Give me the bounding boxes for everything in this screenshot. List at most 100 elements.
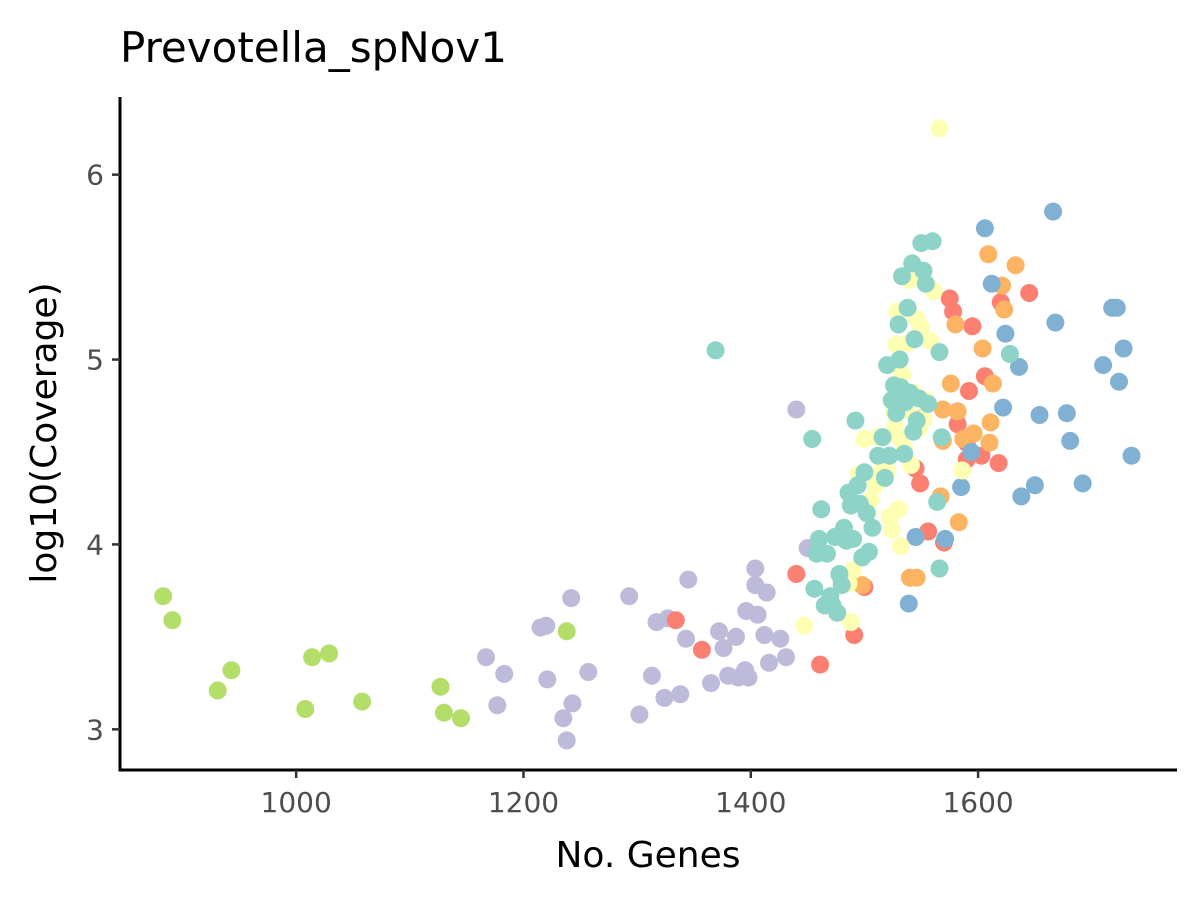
data-point [746, 559, 765, 578]
data-point [946, 315, 965, 334]
data-point [538, 670, 557, 689]
x-tick-label: 1600 [942, 786, 1013, 819]
data-point [928, 492, 947, 511]
data-point [771, 629, 790, 648]
data-point [936, 529, 955, 548]
data-point [930, 343, 949, 362]
data-point [907, 411, 926, 430]
data-point [477, 648, 495, 667]
data-point [860, 542, 878, 561]
data-point [863, 518, 882, 537]
data-point [855, 463, 874, 482]
data-point [805, 579, 824, 598]
data-point [563, 694, 582, 713]
data-point [1057, 404, 1076, 423]
data-point [1110, 372, 1128, 391]
data-point [832, 576, 851, 595]
x-axis-title: No. Genes [556, 835, 741, 876]
data-point [1122, 446, 1141, 465]
data-point [962, 443, 981, 461]
data-point [982, 274, 1001, 293]
data-point [431, 677, 450, 696]
data-point [810, 529, 828, 548]
y-tick-label: 6 [86, 159, 104, 192]
data-point [996, 324, 1015, 343]
data-point [948, 415, 967, 434]
y-axis-ticks: 3 4 5 6 [86, 159, 120, 746]
data-point [222, 661, 241, 680]
x-tick-label: 1000 [261, 786, 332, 819]
x-axis-ticks: 1000 1200 1400 1600 [261, 770, 1014, 819]
data-point [846, 411, 865, 430]
data-point [963, 317, 982, 336]
data-point [899, 594, 918, 613]
data-point [889, 500, 908, 519]
data-point [844, 561, 863, 580]
data-point [932, 428, 951, 447]
data-point [941, 374, 960, 393]
y-tick-label: 5 [86, 344, 104, 377]
data-point [880, 446, 899, 465]
data-point [1094, 356, 1113, 375]
data-point [748, 605, 767, 624]
data-point [452, 709, 470, 728]
data-point [655, 688, 674, 707]
data-point [434, 703, 453, 722]
data-point [1006, 256, 1025, 275]
data-point [679, 570, 698, 589]
data-point [714, 639, 733, 657]
data-point [760, 653, 778, 672]
data-point [303, 648, 322, 667]
data-point [933, 400, 952, 419]
data-point [1107, 298, 1126, 317]
data-point [995, 300, 1014, 319]
data-point [757, 583, 776, 602]
data-point [296, 700, 315, 718]
data-point [208, 681, 227, 700]
data-point [727, 627, 745, 646]
data-point [739, 668, 758, 687]
data-point [777, 648, 795, 667]
data-point [1000, 345, 1019, 363]
data-point [557, 622, 576, 641]
data-point [1046, 313, 1065, 332]
data-point [710, 622, 728, 641]
data-point [953, 461, 972, 480]
data-point [620, 587, 639, 606]
data-point [975, 219, 994, 238]
data-point [755, 626, 774, 644]
data-point [890, 350, 909, 369]
data-point [812, 500, 831, 519]
data-point [981, 413, 1000, 432]
data-point [919, 394, 938, 413]
data-point [916, 274, 935, 293]
data-point [882, 520, 901, 539]
x-tick-label: 1400 [715, 786, 786, 819]
data-point [787, 565, 806, 583]
data-point [889, 315, 908, 334]
data-point [671, 685, 690, 704]
data-point [994, 398, 1013, 417]
data-point [163, 611, 182, 630]
data-point [1044, 202, 1063, 221]
data-point [980, 433, 999, 452]
data-point [811, 655, 830, 674]
data-point [905, 330, 924, 349]
data-point [841, 613, 860, 632]
data-point [979, 245, 998, 264]
data-point [787, 400, 806, 419]
data-point [353, 692, 372, 711]
y-axis-title: log10(Coverage) [24, 282, 65, 583]
data-point [989, 454, 1008, 473]
data-point [1061, 431, 1080, 450]
data-point [1020, 284, 1039, 302]
data-point [1025, 476, 1044, 495]
data-point [1012, 487, 1031, 506]
data-point [562, 589, 581, 608]
data-points [154, 119, 1141, 750]
data-point [907, 568, 926, 587]
data-point [973, 339, 992, 358]
data-point [930, 119, 949, 138]
data-point [1010, 357, 1028, 376]
